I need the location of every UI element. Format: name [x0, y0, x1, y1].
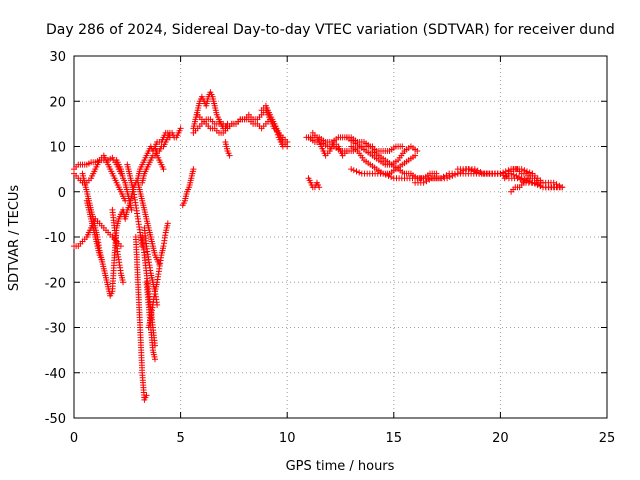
axis-ticks: 0 5 10 15 20 25 -50 -40 -30 -20 -10 0 10 20 30 — [45, 50, 616, 446]
y-tick-label: -50 — [45, 412, 66, 427]
x-tick-label: 5 — [176, 431, 184, 446]
data-track-markers — [109, 206, 126, 286]
chart-title: Day 286 of 2024, Sidereal Day-to-day VTE… — [46, 22, 615, 38]
grid-lines — [74, 56, 607, 418]
data-track-markers — [258, 102, 291, 150]
y-tick-label: -40 — [45, 367, 66, 382]
y-axis-title: SDTVAR / TECUs — [7, 185, 22, 292]
data-track-markers — [71, 152, 129, 204]
data-track-markers — [141, 224, 161, 308]
x-tick-label: 20 — [492, 431, 509, 446]
x-axis-title: GPS time / hours — [286, 459, 395, 474]
y-tick-label: -30 — [45, 322, 66, 337]
plot-frame — [73, 55, 608, 419]
y-tick-label: 30 — [49, 50, 66, 65]
x-tick-label: 10 — [279, 431, 296, 446]
data-track-markers — [305, 175, 323, 191]
data-track-markers — [132, 234, 150, 403]
y-tick-label: 10 — [49, 141, 66, 156]
data-track-markers — [190, 89, 231, 132]
data-track-markers — [152, 143, 167, 173]
y-tick-label: 20 — [49, 95, 66, 110]
data-track-markers — [135, 179, 163, 268]
y-tick-label: -10 — [45, 231, 66, 246]
x-tick-label: 0 — [70, 431, 78, 446]
data-track-markers — [222, 139, 233, 159]
y-tick-label: -20 — [45, 276, 66, 291]
data-track-markers — [179, 166, 197, 209]
data-track-markers — [508, 170, 536, 195]
x-tick-label: 25 — [599, 431, 616, 446]
data-track-markers — [83, 197, 105, 263]
x-tick-label: 15 — [386, 431, 403, 446]
y-tick-label: 0 — [58, 186, 66, 201]
data-track-markers — [309, 129, 350, 159]
data-series-sdtvar — [71, 89, 566, 403]
